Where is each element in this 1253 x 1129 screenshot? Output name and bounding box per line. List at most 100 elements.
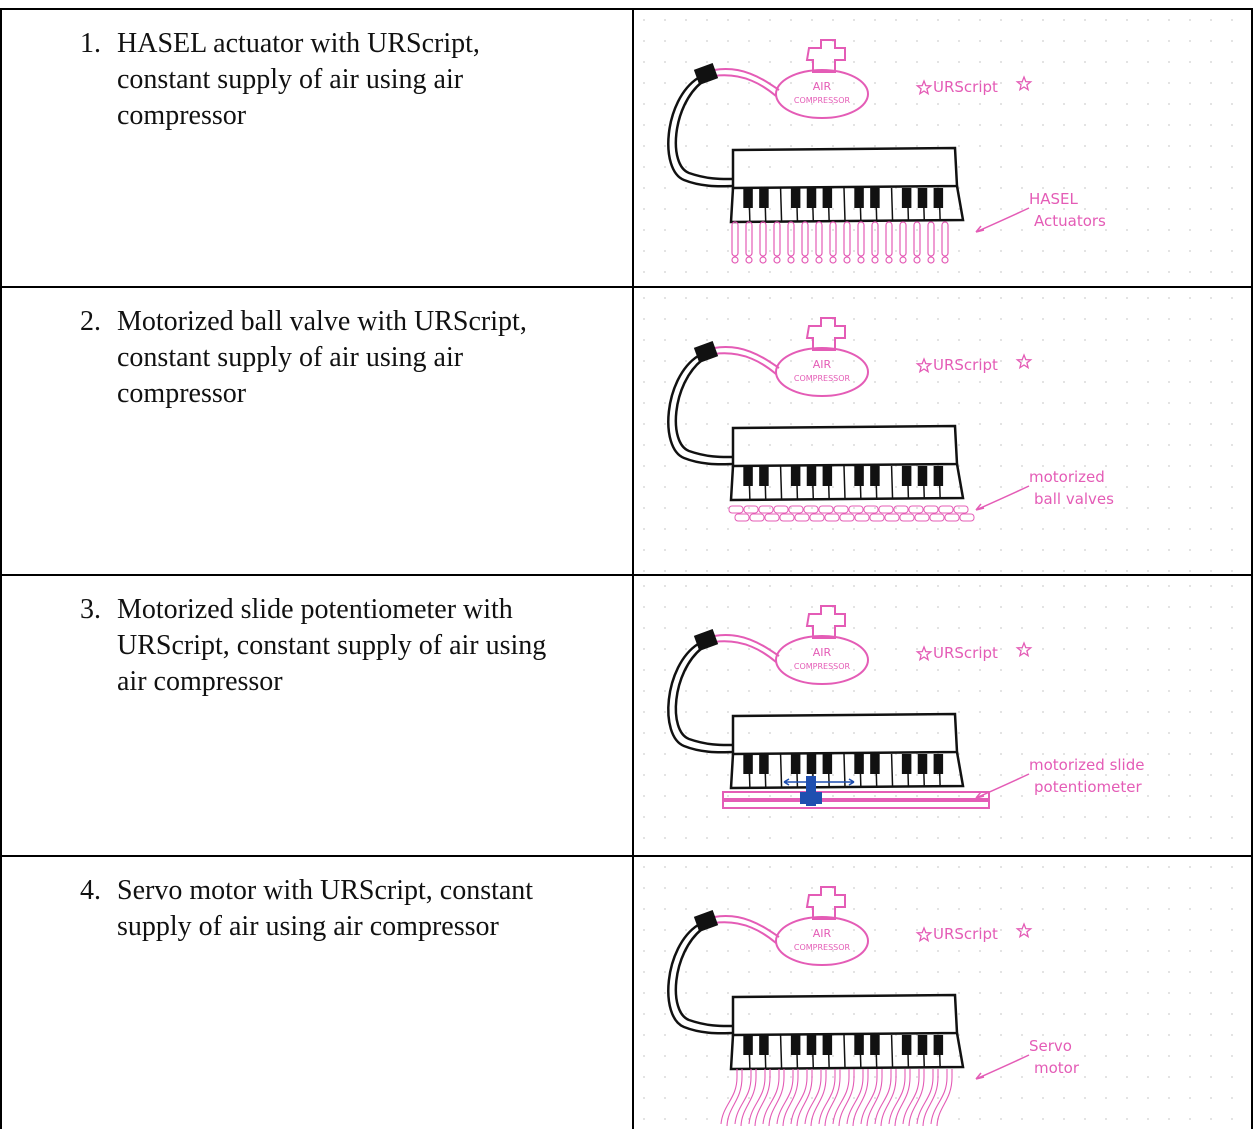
ball-valve — [848, 505, 864, 514]
black-key — [917, 466, 928, 486]
black-key — [822, 188, 833, 208]
black-key — [743, 754, 753, 774]
black-key — [870, 188, 880, 208]
ball-valve — [833, 505, 849, 514]
item-text: Motorized slide potentiometer with URScri… — [117, 592, 546, 700]
ball-valve — [929, 513, 945, 522]
black-key — [917, 1035, 928, 1055]
ball-valve — [854, 513, 870, 522]
key-line — [843, 1034, 846, 1069]
servo-arm — [776, 1069, 799, 1127]
slider-knob — [806, 776, 816, 806]
servo-arm — [804, 1069, 827, 1127]
part-label: HASEL — [1029, 190, 1079, 208]
text-line: HASEL actuator with URScript, — [117, 28, 480, 59]
servo-arm — [832, 1069, 855, 1127]
label-arrow — [975, 1054, 1030, 1080]
item-text: Servo motor with URScript, constant suppl… — [117, 873, 533, 945]
actuator — [731, 221, 739, 257]
table-row: 3. Motorized slide potentiometer with URSc… — [0, 574, 1253, 855]
ball-valve — [824, 513, 840, 522]
compressor-tank — [775, 916, 869, 966]
actuator-end — [885, 256, 893, 264]
compressor-top — [805, 605, 846, 639]
servo-arm — [720, 1069, 743, 1127]
compressor-label: AIR — [813, 646, 832, 659]
part-label: motorized — [1029, 468, 1105, 486]
servo-arm — [860, 1069, 883, 1127]
grid-background — [634, 857, 1251, 1129]
ball-valve — [779, 513, 795, 522]
servo-arm — [930, 1069, 953, 1127]
star — [1015, 922, 1033, 939]
item-number: 3. — [80, 594, 101, 625]
black-key — [743, 188, 753, 208]
black-key — [806, 754, 817, 774]
servo-arm — [748, 1069, 771, 1127]
black-key — [901, 188, 912, 208]
compressor-label: COMPRESSOR — [794, 96, 851, 105]
slide-stripe — [723, 798, 989, 802]
compressor-label: AIR — [813, 80, 832, 93]
black-key — [759, 188, 769, 208]
actuator — [927, 221, 935, 257]
black-key — [870, 754, 880, 774]
border — [632, 8, 634, 1129]
compressor-label: COMPRESSOR — [794, 943, 851, 952]
key-line — [843, 465, 846, 500]
keyboard-keys — [729, 463, 965, 502]
keyboard-keys — [729, 751, 965, 790]
compressor-top — [805, 317, 846, 351]
item-text: HASEL actuator with URScript, constant su… — [117, 26, 480, 134]
ball-valve — [938, 505, 954, 514]
black-key — [822, 1035, 833, 1055]
black-key — [790, 754, 801, 774]
star — [915, 79, 933, 96]
part-label: potentiometer — [1034, 778, 1142, 796]
text-line: Servo motor with URScript, constant — [117, 875, 534, 906]
ball-valve — [884, 513, 900, 522]
part-label: motor — [1034, 1059, 1080, 1077]
text-line: supply of air using air compressor — [117, 911, 499, 942]
ball-valve — [788, 505, 804, 514]
black-key — [806, 188, 817, 208]
black-key — [870, 1035, 880, 1055]
black-key — [822, 754, 833, 774]
black-hose — [667, 354, 735, 466]
table-row: 1. HASEL actuator with URScript, constant … — [0, 8, 1253, 286]
black-hose — [667, 923, 735, 1035]
black-key — [917, 188, 928, 208]
compressor-tank — [775, 69, 869, 119]
key-line — [779, 187, 783, 222]
key-line — [890, 465, 894, 500]
script-label: URScript — [933, 644, 998, 662]
black-key — [854, 1035, 864, 1055]
key-line — [843, 187, 846, 222]
pink-hose — [713, 346, 780, 375]
black-key — [790, 188, 801, 208]
servo-arm — [762, 1069, 785, 1127]
ball-valve — [728, 505, 744, 514]
text-line: Motorized slide potentiometer with — [117, 594, 513, 625]
actuator-end — [941, 256, 949, 264]
part-label: motorized slide — [1029, 756, 1144, 774]
ball-valve — [953, 505, 969, 514]
actuator — [899, 221, 907, 257]
script-label: URScript — [933, 78, 998, 96]
actuator — [745, 221, 753, 257]
ball-valve — [803, 505, 819, 514]
key-line — [890, 1034, 894, 1069]
servo-arm — [818, 1069, 841, 1127]
ball-valve — [773, 505, 789, 514]
compressor-label: AIR — [813, 927, 832, 940]
actuator-end — [815, 256, 823, 264]
black-key — [806, 1035, 817, 1055]
text-line: constant supply of air using air — [117, 64, 464, 95]
pink-hose — [713, 915, 780, 944]
black-hose — [667, 76, 735, 188]
servo-arm — [846, 1069, 869, 1127]
black-key — [901, 466, 912, 486]
actuator — [815, 221, 823, 257]
servo-arm — [888, 1069, 911, 1127]
